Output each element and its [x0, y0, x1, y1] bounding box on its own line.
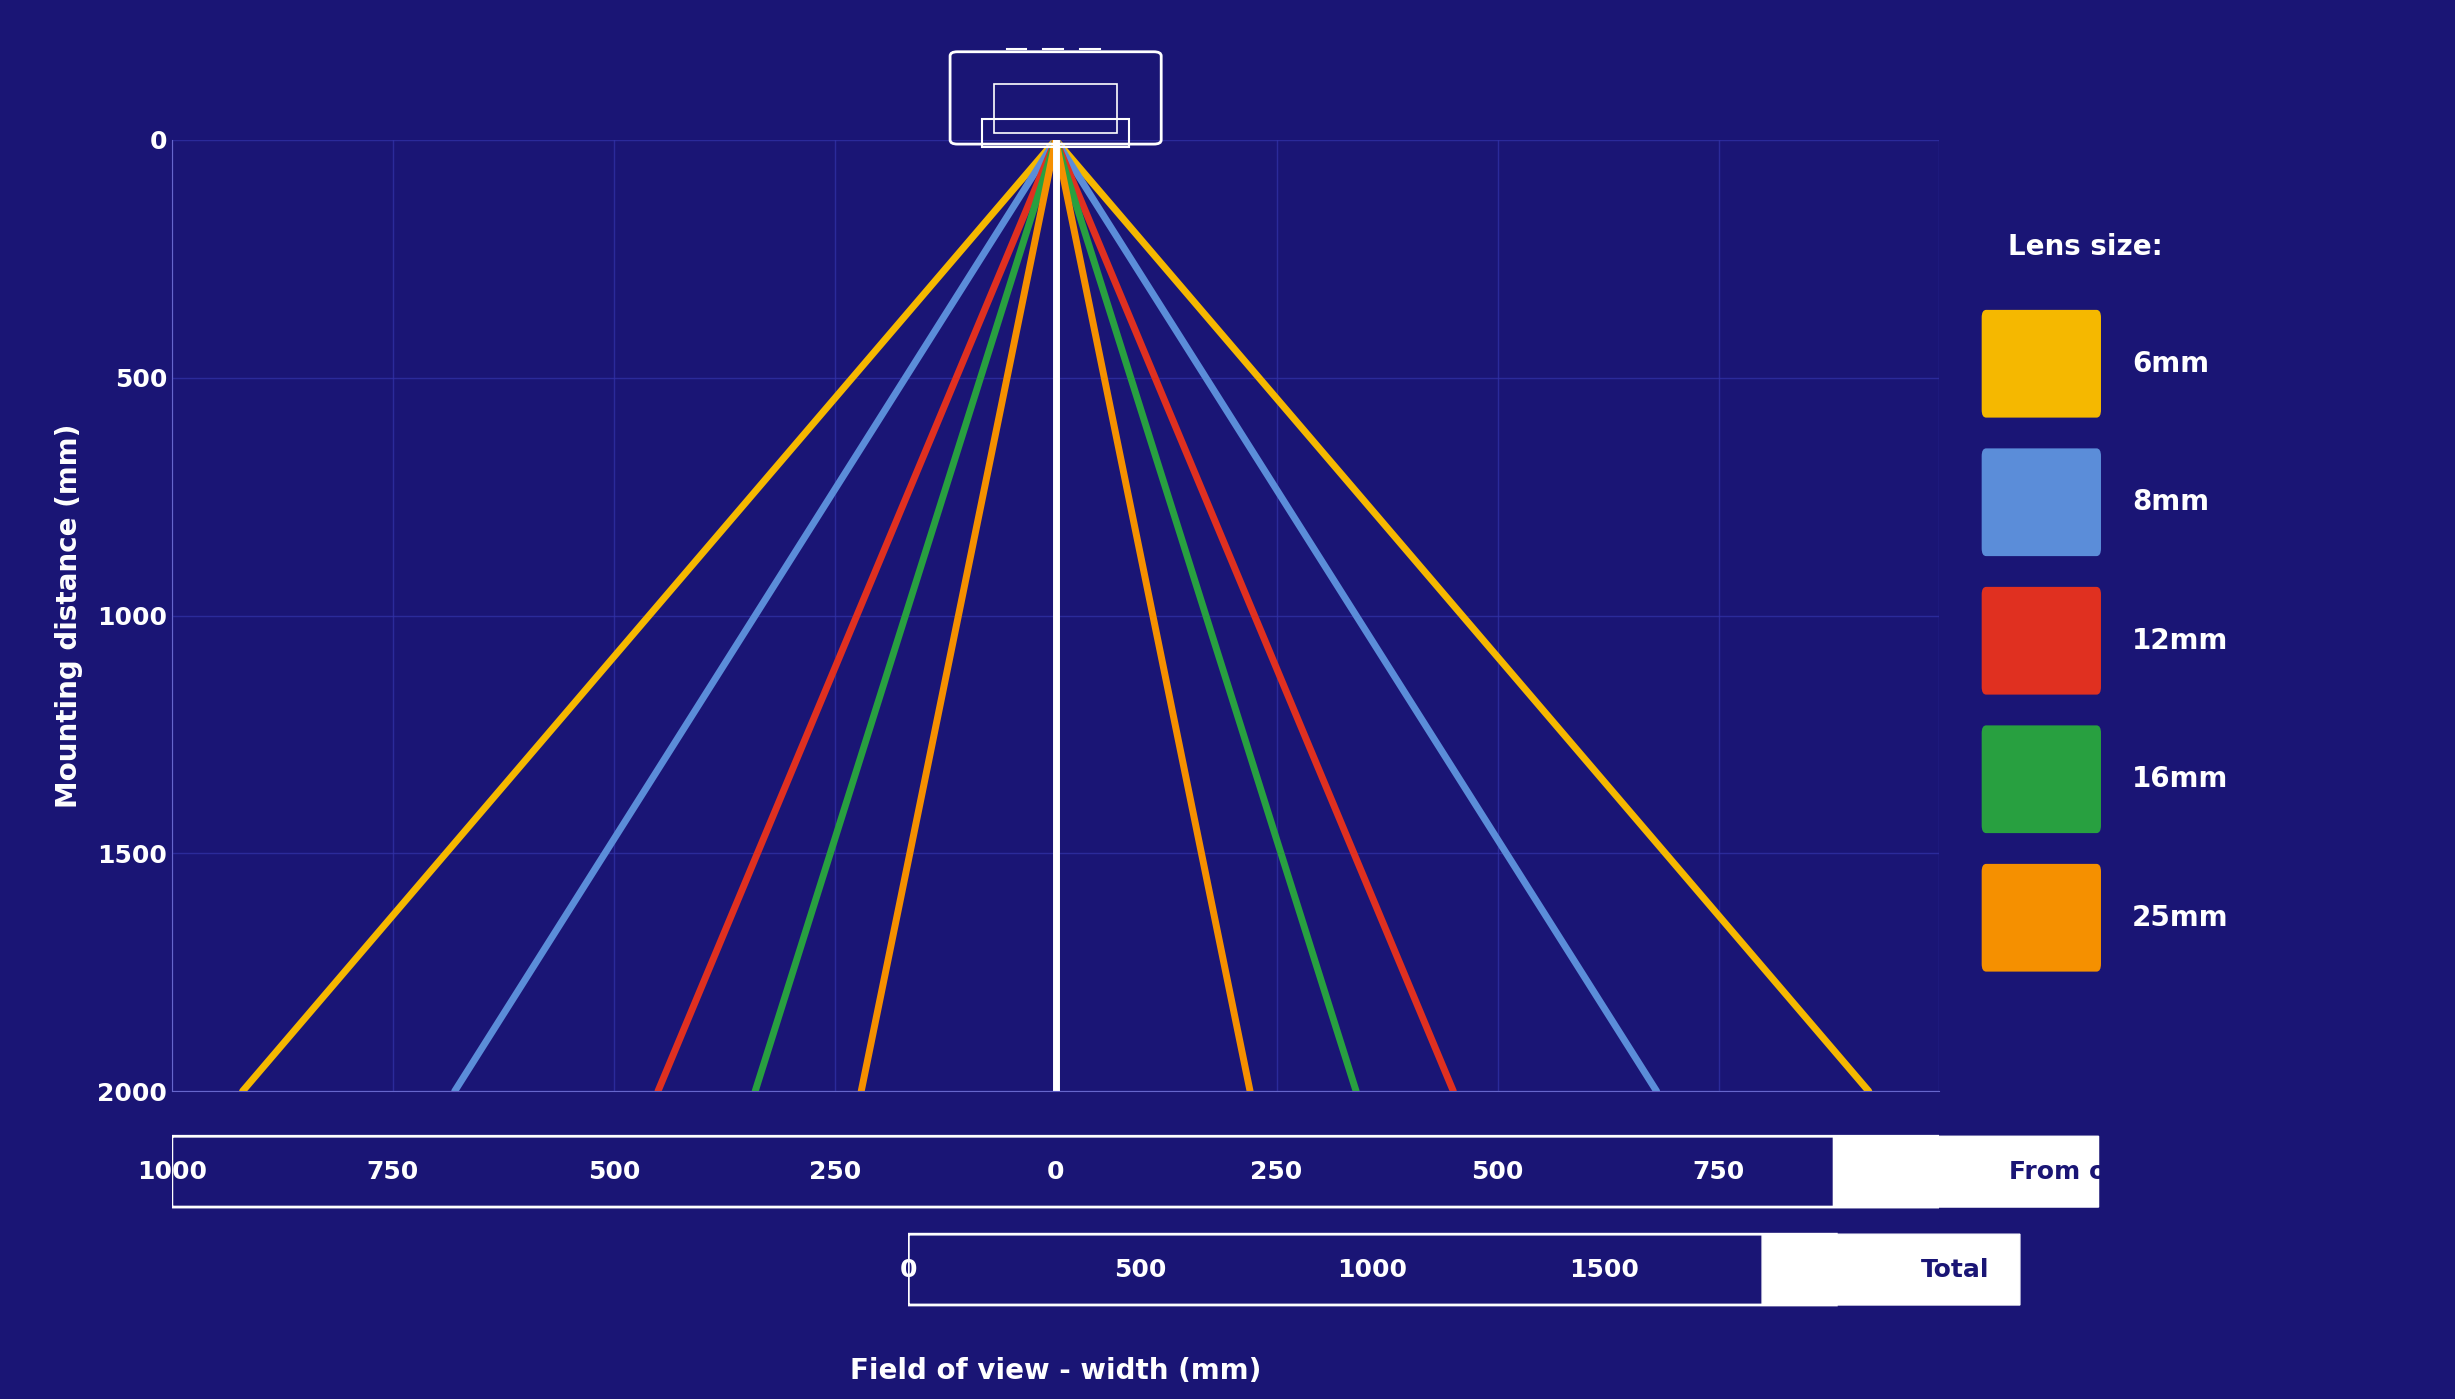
FancyBboxPatch shape [1981, 863, 2101, 971]
Text: 0: 0 [899, 1258, 918, 1281]
Text: 1000: 1000 [137, 1160, 206, 1184]
FancyBboxPatch shape [1981, 448, 2101, 555]
FancyBboxPatch shape [1981, 725, 2101, 834]
FancyBboxPatch shape [172, 1136, 1939, 1207]
Text: 2000: 2000 [1802, 1258, 1871, 1281]
Text: 500: 500 [1471, 1160, 1525, 1184]
Text: 750: 750 [366, 1160, 420, 1184]
Text: 750: 750 [1691, 1160, 1746, 1184]
FancyBboxPatch shape [1981, 588, 2101, 694]
Text: 1000: 1000 [1338, 1258, 1407, 1281]
FancyBboxPatch shape [1763, 1234, 2020, 1305]
FancyBboxPatch shape [1981, 311, 2101, 417]
Text: 1000: 1000 [1905, 1160, 1974, 1184]
Text: 250: 250 [1250, 1160, 1304, 1184]
Bar [982, 119, 1129, 147]
Text: 500: 500 [587, 1160, 641, 1184]
Y-axis label: Mounting distance (mm): Mounting distance (mm) [54, 424, 83, 807]
Text: 6mm: 6mm [2131, 350, 2210, 378]
Text: 250: 250 [808, 1160, 862, 1184]
Text: Total: Total [1920, 1258, 1989, 1281]
Text: Lens size:: Lens size: [2008, 234, 2163, 262]
Text: 16mm: 16mm [2131, 765, 2229, 793]
Text: From optic center: From optic center [2008, 1160, 2259, 1184]
Bar [994, 84, 1117, 133]
Text: 25mm: 25mm [2131, 904, 2229, 932]
Text: 0: 0 [1046, 1160, 1065, 1184]
Text: 8mm: 8mm [2131, 488, 2210, 516]
FancyBboxPatch shape [1834, 1136, 2099, 1207]
FancyBboxPatch shape [908, 1234, 1836, 1305]
Text: 1500: 1500 [1569, 1258, 1640, 1281]
Text: 500: 500 [1115, 1258, 1166, 1281]
Text: Field of view - width (mm): Field of view - width (mm) [849, 1357, 1262, 1385]
Text: 12mm: 12mm [2131, 627, 2229, 655]
